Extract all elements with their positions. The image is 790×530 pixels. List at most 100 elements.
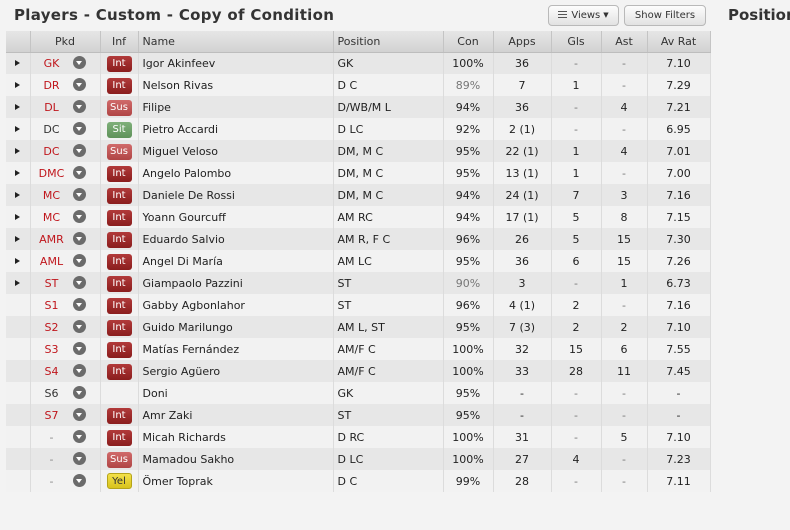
table-row[interactable]: S2 Int Guido Marilungo AM L, ST 95% 7 (3) 2 2 7.… [6,316,711,338]
player-name[interactable]: Nelson Rivas [138,74,334,96]
column-header-position[interactable]: Position [333,31,444,53]
dropdown-icon[interactable] [72,430,86,443]
pkd-cell[interactable]: S7 [30,404,101,426]
dropdown-icon[interactable] [72,188,86,201]
row-select-cell[interactable] [6,338,31,360]
pkd-cell[interactable]: S1 [30,294,101,316]
dropdown-icon[interactable] [72,474,86,487]
dropdown-icon[interactable] [72,452,86,465]
row-select-cell[interactable] [6,316,31,338]
player-name[interactable]: Eduardo Salvio [138,228,334,250]
dropdown-icon[interactable] [72,320,86,333]
pkd-cell[interactable]: S2 [30,316,101,338]
pkd-cell[interactable]: MC [30,206,101,228]
pkd-cell[interactable]: DC [30,118,101,140]
dropdown-icon[interactable] [72,166,86,179]
status-badge[interactable]: Sus [106,99,132,116]
status-badge[interactable]: Yel [106,473,132,489]
views-button[interactable]: Views ▼ [548,5,619,26]
status-badge[interactable]: Sus [106,451,132,468]
dropdown-icon[interactable] [72,56,86,70]
player-name[interactable]: Angel Di María [138,250,334,272]
player-name[interactable]: Sergio Agüero [138,360,334,382]
player-name[interactable]: Guido Marilungo [138,316,334,338]
status-badge[interactable]: Int [106,341,132,358]
row-select-cell[interactable] [6,382,31,404]
pkd-cell[interactable]: S4 [30,360,101,382]
pkd-cell[interactable]: DMC [30,162,101,184]
status-badge[interactable]: Int [106,165,132,182]
player-name[interactable]: Yoann Gourcuff [138,206,334,228]
pkd-cell[interactable]: DR [30,74,101,96]
dropdown-icon[interactable] [72,122,86,135]
table-row[interactable]: S3 Int Matías Fernández AM/F C 100% 32 15 6 7.55 [6,338,711,360]
column-header-av-rat[interactable]: Av Rat [647,31,711,53]
status-badge[interactable]: Int [106,429,132,446]
status-badge[interactable]: Int [106,187,132,204]
table-row[interactable]: S1 Int Gabby Agbonlahor ST 96% 4 (1) 2-7.16 [6,294,711,316]
table-row[interactable]: DMC Int Angelo Palombo DM, M C 95% 13 (1) 1-7.… [6,162,711,184]
row-select-cell[interactable] [6,470,31,492]
player-name[interactable]: Pietro Accardi [138,118,334,140]
status-badge[interactable]: Int [106,253,132,270]
row-select-cell[interactable] [6,360,31,382]
pkd-cell[interactable]: - [30,470,101,492]
dropdown-icon[interactable] [72,232,86,245]
player-name[interactable]: Doni [138,382,334,404]
table-row[interactable]: - Int Micah Richards D RC 100% 31-5 7.10 [6,426,711,448]
pkd-cell[interactable]: MC [30,184,101,206]
player-name[interactable]: Igor Akinfeev [138,52,334,74]
row-select-cell[interactable] [6,448,31,470]
table-row[interactable]: S4 Int Sergio Agüero AM/F C 100% 33 28 11 7.45 [6,360,711,382]
column-header-gls[interactable]: Gls [551,31,602,53]
row-select-cell[interactable] [6,228,31,250]
table-row[interactable]: ST Int Giampaolo Pazzini ST 90% 3-1 6.73 [6,272,711,294]
select-column-header[interactable] [6,31,31,53]
column-header-con[interactable]: Con [443,31,494,53]
player-name[interactable]: Angelo Palombo [138,162,334,184]
row-select-cell[interactable] [6,294,31,316]
player-name[interactable]: Gabby Agbonlahor [138,294,334,316]
player-name[interactable]: Filipe [138,96,334,118]
player-name[interactable]: Matías Fernández [138,338,334,360]
player-name[interactable]: Micah Richards [138,426,334,448]
status-badge[interactable]: Sus [106,143,132,160]
dropdown-icon[interactable] [72,276,86,289]
row-select-cell[interactable] [6,404,31,426]
row-select-cell[interactable] [6,96,31,118]
status-badge[interactable]: Int [106,407,132,424]
pkd-cell[interactable]: AML [30,250,101,272]
table-row[interactable]: MC Int Yoann Gourcuff AM RC 94% 17 (1) 5 8 7.15 [6,206,711,228]
column-header-apps[interactable]: Apps [493,31,552,53]
table-row[interactable]: S6 Doni GK 95% - - - - [6,382,711,404]
dropdown-icon[interactable] [72,364,86,377]
status-badge[interactable]: Int [106,55,132,72]
table-row[interactable]: S7 Int Amr Zaki ST 95% - - - - [6,404,711,426]
player-name[interactable]: Amr Zaki [138,404,334,426]
player-name[interactable]: Ömer Toprak [138,470,334,492]
column-header-pkd[interactable]: Pkd [30,31,101,53]
table-row[interactable]: DL Sus Filipe D/WB/M L 94% 36-4 7.21 [6,96,711,118]
row-select-cell[interactable] [6,426,31,448]
dropdown-icon[interactable] [72,100,86,113]
table-row[interactable]: - Sus Mamadou Sakho D LC 100% 27 4-7.23 [6,448,711,470]
pkd-cell[interactable]: - [30,426,101,448]
row-select-cell[interactable] [6,206,31,228]
pkd-cell[interactable]: DC [30,140,101,162]
dropdown-icon[interactable] [72,210,86,223]
status-badge[interactable]: Sit [106,121,132,138]
row-select-cell[interactable] [6,184,31,206]
player-name[interactable]: Giampaolo Pazzini [138,272,334,294]
pkd-cell[interactable]: GK [30,52,101,74]
table-row[interactable]: DR Int Nelson Rivas D C 89% 7 1-7.29 [6,74,711,96]
pkd-cell[interactable]: AMR [30,228,101,250]
status-badge[interactable]: Int [106,363,132,380]
row-select-cell[interactable] [6,140,31,162]
column-header-inf[interactable]: Inf [100,31,139,53]
dropdown-icon[interactable] [72,254,86,267]
status-badge[interactable]: Int [106,275,132,292]
table-row[interactable]: DC Sus Miguel Veloso DM, M C 95% 22 (1) 1 4 7.01 [6,140,711,162]
status-badge[interactable]: Int [106,319,132,336]
pkd-cell[interactable]: ST [30,272,101,294]
dropdown-icon[interactable] [72,298,86,311]
